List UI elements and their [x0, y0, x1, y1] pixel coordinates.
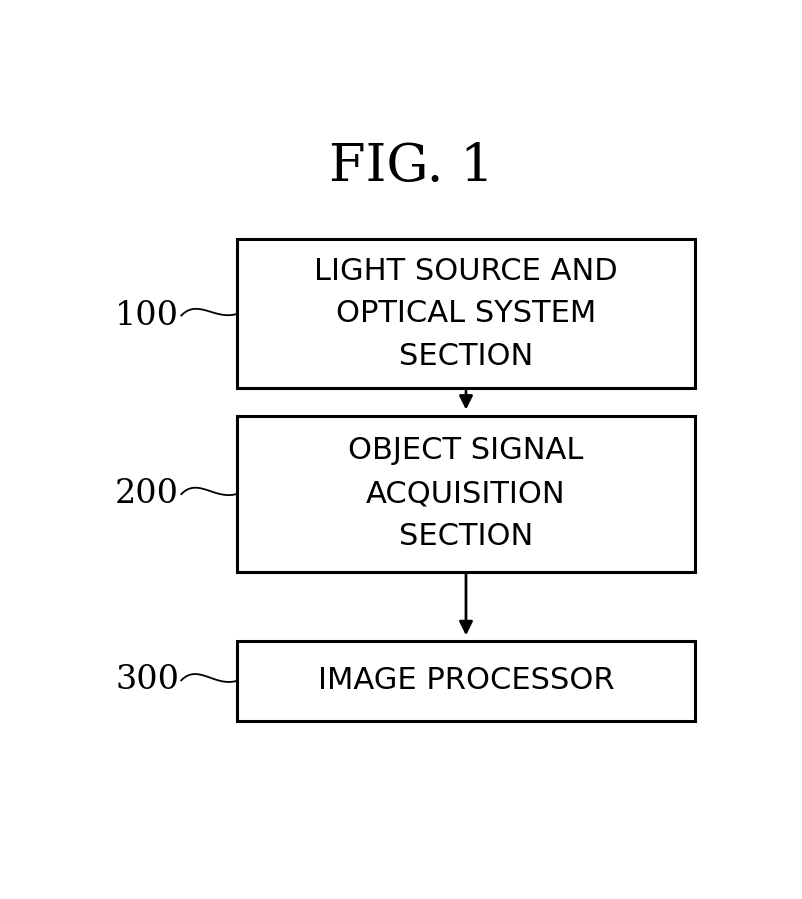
- Text: 100: 100: [115, 299, 179, 332]
- Text: 300: 300: [115, 664, 179, 697]
- Text: IMAGE PROCESSOR: IMAGE PROCESSOR: [318, 666, 614, 695]
- Bar: [237, 239, 694, 388]
- Text: LIGHT SOURCE AND
OPTICAL SYSTEM
SECTION: LIGHT SOURCE AND OPTICAL SYSTEM SECTION: [314, 256, 617, 371]
- Bar: [237, 641, 694, 720]
- Text: 200: 200: [115, 478, 179, 510]
- Text: FIG. 1: FIG. 1: [329, 141, 493, 192]
- Text: OBJECT SIGNAL
ACQUISITION
SECTION: OBJECT SIGNAL ACQUISITION SECTION: [348, 437, 583, 551]
- Bar: [237, 416, 694, 572]
